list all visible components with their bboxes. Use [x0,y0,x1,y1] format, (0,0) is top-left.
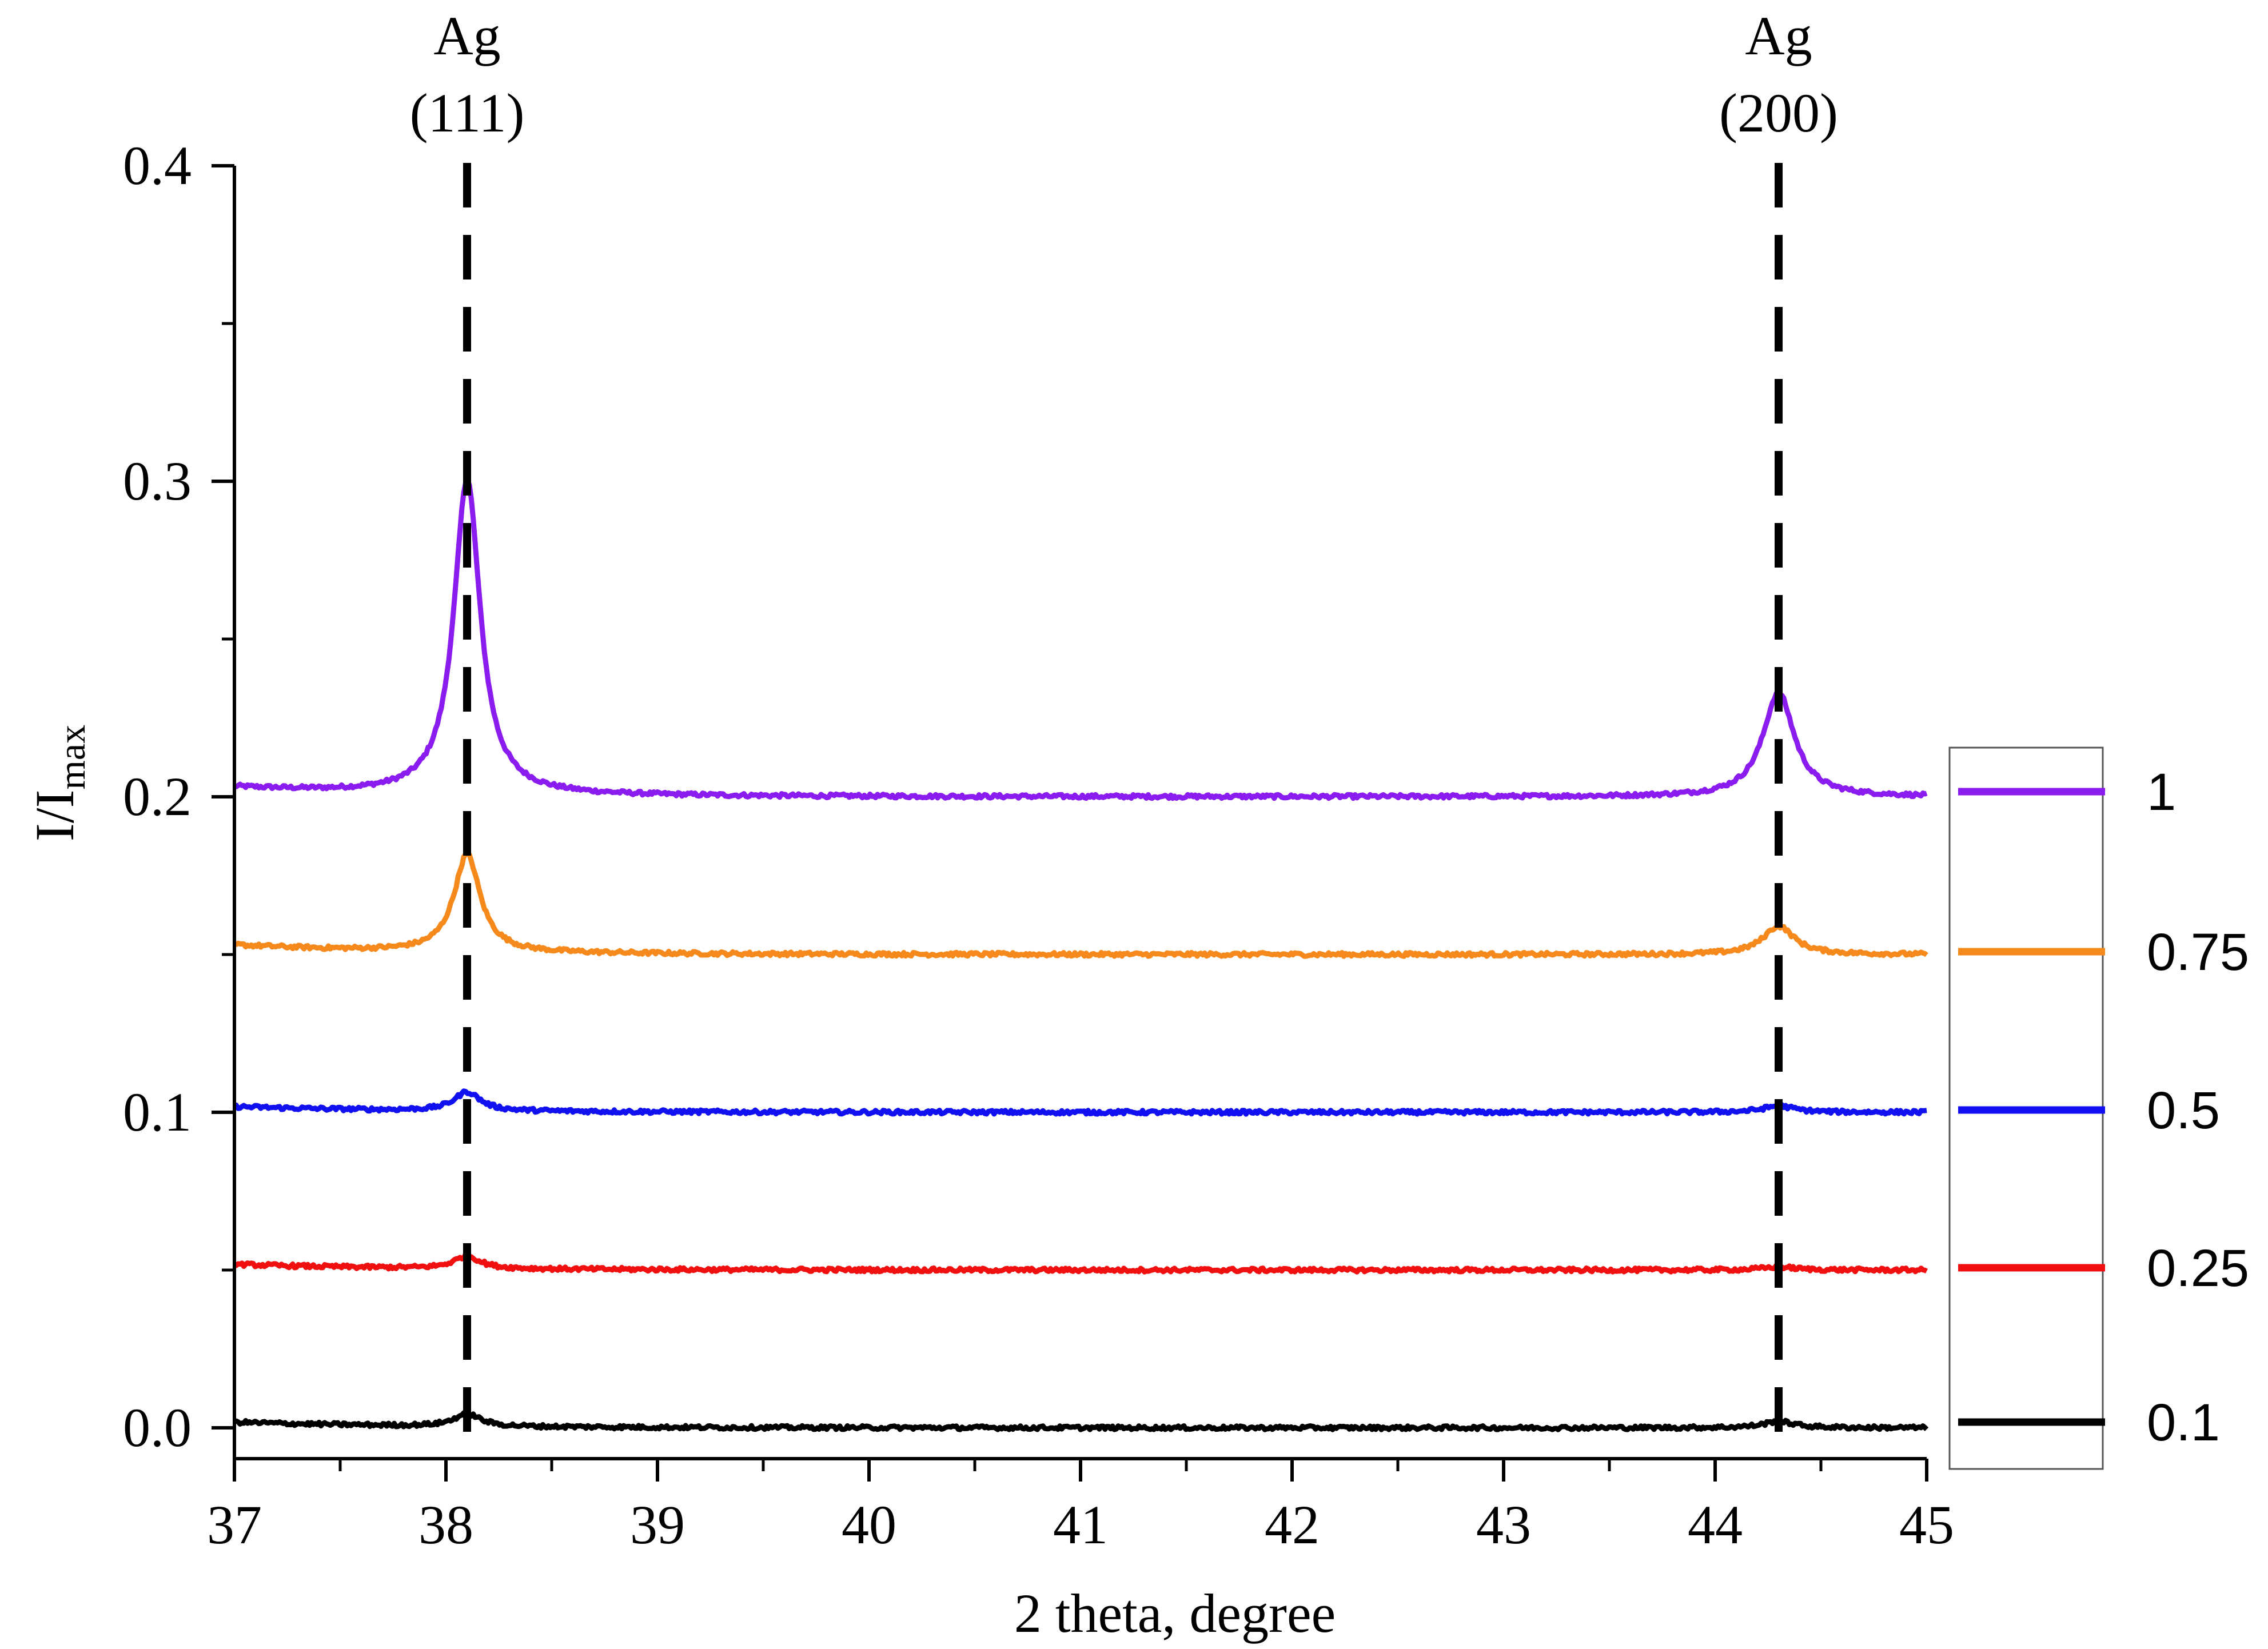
series-line-0 [233,477,1928,801]
x-tick-label: 42 [1265,1494,1320,1555]
reference-lines: Ag (111) Ag (200) [410,5,1838,1459]
legend-label-1: 0.75 [2147,923,2249,981]
legend-label-2: 0.5 [2147,1081,2220,1140]
y-tick-label: 0.4 [123,135,192,196]
x-tick-label: 39 [630,1494,685,1555]
series-line-3 [233,1251,1928,1275]
plot-area [233,477,1929,1432]
y-tick-label: 0.0 [123,1397,192,1458]
x-tick-label: 41 [1053,1494,1108,1555]
axes: 37 38 39 40 41 42 43 44 45 0.0 0.1 0.2 0.3 0.4 [123,135,1954,1555]
series-line-4 [233,1409,1929,1432]
legend-label-3: 0.25 [2147,1239,2249,1297]
x-tick-label: 44 [1688,1494,1743,1555]
legend-label-0: 1 [2147,763,2176,821]
x-tick-label: 37 [207,1494,262,1555]
x-tick-label: 45 [1899,1494,1954,1555]
legend: 1 0.75 0.5 0.25 0.1 [1948,746,2249,1470]
y-tick-label: 0.2 [123,766,192,827]
y-tick-label: 0.3 [123,450,192,512]
reference-label-plane-1: (200) [1719,82,1838,143]
svg-text:I/Imax: I/Imax [24,725,93,841]
y-tick-label: 0.1 [123,1081,192,1143]
x-tick-label: 40 [842,1494,896,1555]
x-tick-label: 38 [418,1494,473,1555]
series-line-1 [233,851,1928,959]
x-tick-label: 43 [1476,1494,1531,1555]
reference-label-plane-0: (111) [410,82,525,143]
series-line-2 [233,1088,1928,1117]
x-axis-title: 2 theta, degree [1014,1583,1336,1644]
y-axis-title-main: I/I [24,790,85,842]
reference-label-element-1: Ag [1745,5,1812,66]
legend-label-4: 0.1 [2147,1394,2220,1452]
y-axis-title: I/Imax [24,725,93,841]
reference-label-element-0: Ag [433,5,500,66]
y-axis-title-sub: max [51,725,93,790]
